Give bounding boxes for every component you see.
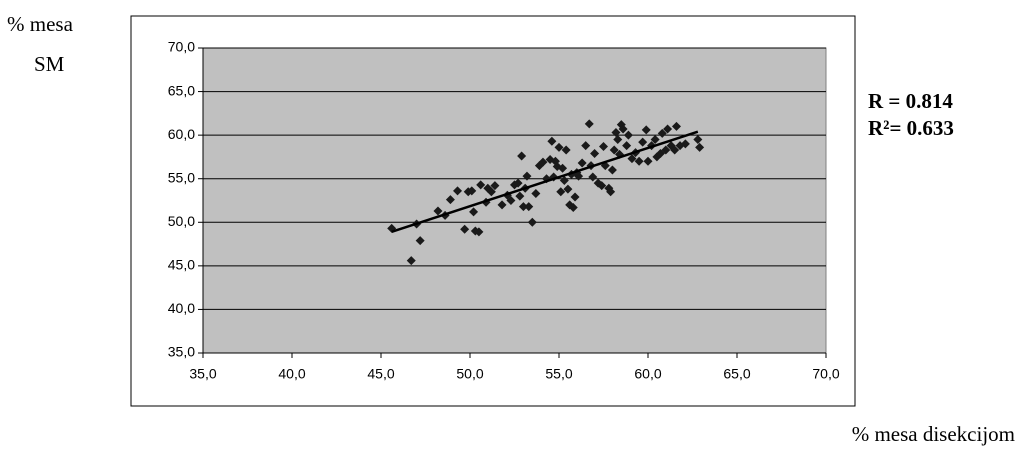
trend-line xyxy=(391,130,699,234)
y-tick-label: 35,0 xyxy=(168,344,195,360)
point xyxy=(554,142,564,152)
point xyxy=(623,130,633,140)
y-tick-label: 55,0 xyxy=(168,169,195,185)
point xyxy=(606,187,616,197)
point xyxy=(453,186,463,196)
point xyxy=(522,171,532,181)
x-tick-label: 45,0 xyxy=(367,366,394,382)
point xyxy=(574,171,584,181)
x-axis-label: % mesa disekcijom xyxy=(852,422,1015,446)
point xyxy=(641,125,651,135)
point xyxy=(497,200,507,210)
point xyxy=(618,124,628,134)
point xyxy=(663,124,673,134)
point xyxy=(568,202,578,212)
point xyxy=(469,207,479,217)
point xyxy=(513,178,523,188)
x-tick-label: 65,0 xyxy=(723,366,750,382)
y-tick-label: 65,0 xyxy=(168,82,195,98)
point xyxy=(634,156,644,166)
point xyxy=(517,151,527,161)
point xyxy=(531,189,541,199)
annotation: R = 0.814 xyxy=(868,89,953,113)
y-tick-label: 45,0 xyxy=(168,257,195,273)
y-tick-label: 40,0 xyxy=(168,300,195,316)
point xyxy=(474,227,484,237)
point xyxy=(518,202,528,212)
point xyxy=(527,217,537,227)
point xyxy=(671,121,681,131)
annotation: R²= 0.633 xyxy=(868,116,954,140)
x-tick-label: 55,0 xyxy=(545,366,572,382)
point xyxy=(547,136,557,146)
point xyxy=(657,128,667,138)
point xyxy=(611,128,621,138)
point xyxy=(670,145,680,155)
point xyxy=(613,135,623,144)
point xyxy=(680,139,690,149)
point xyxy=(650,135,660,144)
point xyxy=(577,158,587,168)
x-tick-label: 70,0 xyxy=(812,366,839,382)
point xyxy=(558,163,568,173)
point xyxy=(661,145,671,155)
x-tick-label: 60,0 xyxy=(634,366,661,382)
point xyxy=(563,184,573,194)
point xyxy=(538,157,548,167)
point xyxy=(588,172,598,182)
point xyxy=(490,181,500,191)
point xyxy=(693,135,703,144)
point xyxy=(627,154,637,164)
point xyxy=(406,256,416,266)
point xyxy=(559,175,569,185)
point xyxy=(581,141,591,151)
y-axis-label: % mesa xyxy=(7,12,74,36)
point xyxy=(515,191,525,201)
point xyxy=(476,180,486,190)
point xyxy=(467,186,477,196)
point xyxy=(433,206,443,216)
point xyxy=(597,181,607,191)
point xyxy=(643,156,653,166)
x-tick-label: 50,0 xyxy=(456,366,483,382)
point xyxy=(486,187,496,197)
point xyxy=(561,145,571,155)
point xyxy=(695,142,705,152)
point xyxy=(607,165,617,175)
x-tick-label: 40,0 xyxy=(278,366,305,382)
point xyxy=(524,202,534,212)
point xyxy=(599,141,608,151)
point xyxy=(570,192,580,202)
y-axis-label: SM xyxy=(34,52,65,76)
point xyxy=(622,141,632,151)
point xyxy=(415,236,425,246)
point xyxy=(609,145,619,155)
point xyxy=(584,119,594,129)
point xyxy=(460,224,470,234)
point xyxy=(556,187,566,197)
point xyxy=(638,137,648,147)
point xyxy=(590,148,600,158)
y-tick-label: 70,0 xyxy=(168,39,195,55)
point xyxy=(445,195,455,205)
point xyxy=(506,196,516,205)
x-tick-label: 35,0 xyxy=(189,366,216,382)
y-tick-label: 50,0 xyxy=(168,213,195,229)
y-tick-label: 60,0 xyxy=(168,126,195,142)
